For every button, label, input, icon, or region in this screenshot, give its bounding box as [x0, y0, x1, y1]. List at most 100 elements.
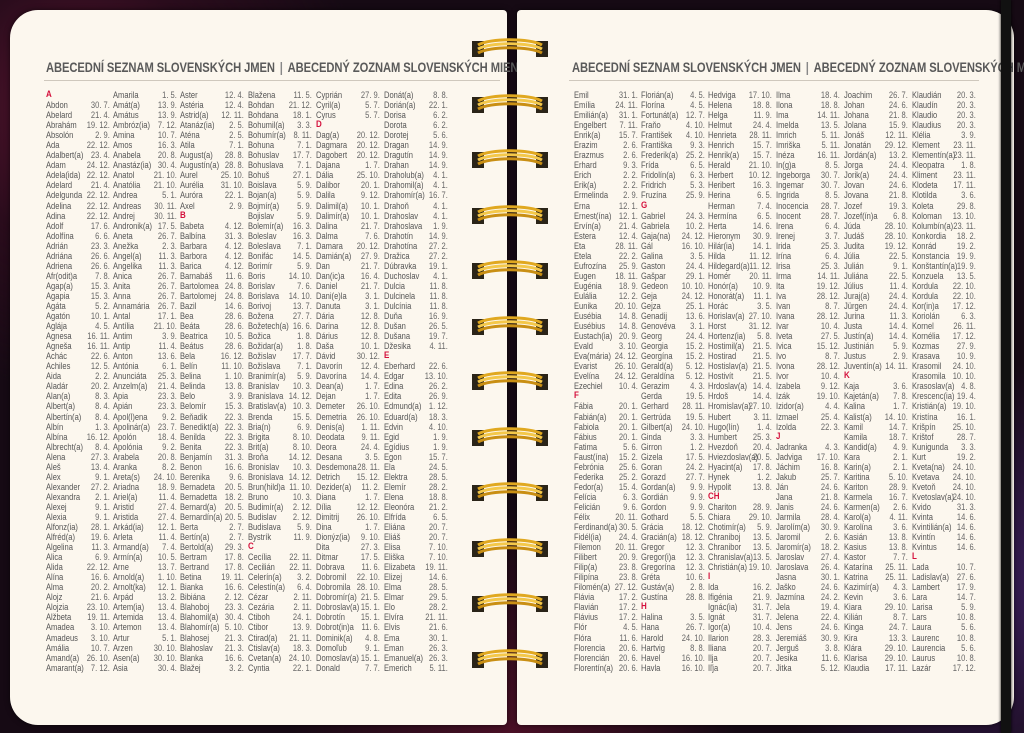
name: Jarolím(a) — [776, 522, 811, 533]
list-item: Florencia 20. 6. — [574, 643, 641, 653]
name: Kastor — [844, 552, 866, 563]
name-day-date: 5. 1. — [162, 632, 177, 643]
name-day-date: 26. 10. — [356, 511, 380, 522]
list-item: Johan 24. 6. — [844, 100, 911, 110]
name: Eleonóra — [384, 501, 415, 512]
name: Fábia — [574, 401, 593, 412]
name: Dobromír(a) — [316, 592, 357, 603]
list-item: Hvezdoň 20. 4. — [708, 442, 775, 452]
name: Gertrúda — [641, 411, 671, 422]
name-day-date: 16. 10. — [681, 240, 705, 251]
list-item: Elena 18. 8. — [384, 492, 451, 502]
list-item: Koloman 13. 10. — [912, 211, 979, 221]
name-day-date: 10. 12. — [748, 170, 772, 181]
list-item: Havel 16. 10. — [641, 653, 708, 663]
name: Celerín(a) — [248, 572, 282, 583]
name: Jens — [776, 622, 792, 633]
list-item: Dalina 21. 7. — [316, 221, 383, 231]
list-item: Ilma 18. 4. — [776, 90, 843, 100]
name: Evarist — [574, 361, 598, 372]
name-day-date: 17. 2. — [618, 602, 638, 613]
name: Kristína — [912, 411, 938, 422]
list-item: Alida 22. 12. — [46, 562, 113, 572]
name: Erich — [574, 170, 592, 181]
list-item: Kariton 28. 9. — [844, 482, 911, 492]
list-item: Abelard 21. 4. — [46, 110, 113, 120]
name-day-date: 1. 7. — [365, 160, 380, 171]
list-item: Ilona 18. 8. — [776, 100, 843, 110]
list-item: Barbora 4. 12. — [180, 251, 247, 261]
list-item: Emanuel(a) 26. 3. — [384, 653, 451, 663]
name-day-date: 29. 12. — [884, 140, 908, 151]
list-item: Klement 23. 11. — [912, 140, 979, 150]
name: Jaromil — [776, 532, 801, 543]
letter-heading: I — [708, 572, 775, 582]
name-day-date: 4. 3. — [690, 381, 705, 392]
name: Bojan(a) — [248, 190, 277, 201]
name: Bohdan — [248, 100, 275, 111]
name: Amália — [46, 642, 70, 653]
list-item: Fedor(a) 15. 4. — [574, 482, 641, 492]
name-day-date: 2. 1. — [95, 491, 110, 502]
list-item: Gertrúda 19. 5. — [641, 412, 708, 422]
list-item: Hildegard(a) 11. 12. — [708, 261, 775, 271]
list-item: Bernard(a) 20. 5. — [180, 502, 247, 512]
name-day-date: 16. 4. — [360, 270, 380, 281]
name-day-date: 18. 7. — [888, 431, 908, 442]
list-item: Klaudín 20. 3. — [912, 100, 979, 110]
name-day-date: 19. 2. — [956, 451, 976, 462]
list-item: Ima 14. 11. — [776, 110, 843, 120]
name: Cézar — [248, 592, 269, 603]
name: Dražica — [384, 250, 410, 261]
name: Juventín(a) — [844, 361, 882, 372]
list-item: Krasomila 10. 10. — [912, 371, 979, 381]
name: Lazár — [912, 662, 931, 673]
list-item: Ladislav(a) 27. 6. — [912, 572, 979, 582]
list-item: Dušan 26. 5. — [384, 321, 451, 331]
name-day-date: 7. 1. — [297, 361, 312, 372]
name: Adelina — [46, 200, 72, 211]
name: Bernardín(a) — [180, 511, 223, 522]
name-day-date: 18. 2. — [956, 230, 976, 241]
list-item: Anabela 20. 8. — [113, 150, 180, 160]
name-day-date: 26. 11. — [953, 321, 976, 332]
name: Artur — [113, 632, 130, 643]
name-day-date: 1. 9. — [433, 441, 448, 452]
name-day-date: 3. 6. — [893, 381, 908, 392]
name: Genovéva — [641, 321, 676, 332]
name: Edita — [384, 391, 402, 402]
spiral-ring-icon — [470, 36, 550, 62]
list-item: Brigita 8. 10. — [248, 432, 315, 442]
name: Emerich — [384, 662, 412, 673]
name-day-date: 24. 7. — [888, 622, 908, 633]
name-day-date: 13. 8. — [888, 542, 908, 553]
list-item: Helga 11. 9. — [708, 110, 775, 120]
name-day-date: 20. 3. — [956, 100, 976, 111]
list-item: Henrik(a) 15. 7. — [708, 150, 775, 160]
list-item: Dália 25. 10. — [316, 170, 383, 180]
name: Fruzína — [641, 190, 667, 201]
name-day-date: 9. 1. — [893, 260, 908, 271]
list-item: Bea 28. 6. — [180, 311, 247, 321]
name-day-date: 24. 6. — [888, 180, 908, 191]
list-item: Chariton 28. 9. — [708, 502, 775, 512]
list-item: Eunika 20. 10. — [574, 301, 641, 311]
list-item: Karolína 3. 6. — [844, 522, 911, 532]
name-day-date: 29. 8. — [956, 200, 976, 211]
list-item: Armín(a) 10. 5. — [113, 552, 180, 562]
list-item: Aristid 27. 4. — [113, 502, 180, 512]
name: Eunika — [574, 300, 598, 311]
name: Ita — [776, 280, 785, 291]
name: Izmael — [776, 411, 799, 422]
name-day-date: 26. 6. — [90, 260, 110, 271]
name: Artemon — [113, 622, 142, 633]
name-day-date: 11. 3. — [91, 542, 110, 553]
name-day-date: 24. 4. — [685, 331, 705, 342]
name: Adina — [46, 210, 66, 221]
list-item: Kasián 13. 8. — [844, 532, 911, 542]
list-item: Božetech(a) 16. 6. — [248, 321, 315, 331]
list-item: Iľja 20. 7. — [708, 663, 775, 673]
name-day-date: 5. 6. — [623, 441, 638, 452]
list-item: Edgar 13. 10. — [384, 371, 451, 381]
name-column: Blažena 11. 5. Bohdan 21. 12. Bohdana 18. 1. B… — [248, 90, 315, 673]
